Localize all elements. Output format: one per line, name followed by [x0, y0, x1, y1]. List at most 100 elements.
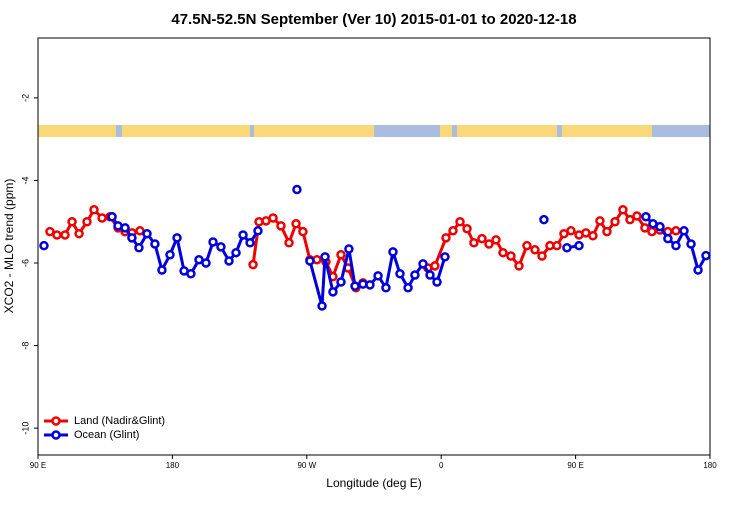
- x-axis-label: Longitude (deg E): [326, 476, 421, 490]
- data-point: [679, 226, 689, 236]
- data-point: [530, 245, 540, 255]
- data-point: [253, 226, 263, 236]
- data-point: [671, 240, 681, 251]
- data-point: [514, 261, 524, 271]
- data-point: [127, 233, 137, 243]
- data-point: [276, 221, 286, 231]
- data-point: [432, 277, 442, 287]
- plot-frame: [37, 37, 711, 456]
- data-point: [395, 268, 405, 279]
- data-point: [157, 265, 167, 275]
- data-point: [45, 226, 55, 237]
- data-point: [552, 240, 562, 251]
- data-point: [298, 226, 308, 237]
- data-point: [344, 244, 354, 254]
- data-point: [671, 226, 681, 236]
- data-point: [701, 250, 711, 261]
- data-point: [418, 259, 428, 269]
- data-point: [440, 252, 450, 262]
- data-point: [441, 233, 451, 243]
- data-point: [506, 251, 516, 261]
- data-point: [107, 212, 117, 222]
- data-point: [641, 212, 651, 222]
- data-point: [588, 231, 598, 241]
- data-point: [410, 270, 420, 280]
- data-point: [231, 247, 241, 258]
- data-point: [142, 228, 152, 239]
- data-point: [562, 242, 572, 253]
- legend-marker: [51, 430, 61, 440]
- data-point: [469, 238, 479, 248]
- data-point: [67, 216, 77, 227]
- data-point: [693, 265, 703, 275]
- legend-label: Ocean (Glint): [74, 429, 139, 441]
- data-point: [284, 238, 294, 248]
- data-point: [455, 216, 465, 227]
- data-point: [663, 233, 673, 244]
- data-point: [186, 268, 196, 279]
- data-point: [491, 235, 501, 245]
- data-point: [39, 240, 49, 251]
- data-point: [97, 213, 107, 223]
- data-point: [320, 252, 330, 262]
- data-point: [216, 242, 226, 252]
- data-point: [89, 205, 99, 215]
- data-point: [539, 214, 549, 225]
- y-tick-label: -8: [20, 342, 30, 350]
- data-point: [640, 223, 650, 233]
- data-point: [224, 256, 234, 266]
- data-point: [610, 216, 620, 227]
- x-tick-label: 90 W: [297, 461, 316, 470]
- data-point: [381, 283, 391, 293]
- data-point: [336, 277, 346, 287]
- data-point: [448, 226, 458, 236]
- data-point: [82, 216, 92, 227]
- data-point: [373, 271, 383, 281]
- data-point: [268, 213, 278, 223]
- data-point: [165, 250, 175, 260]
- data-point: [522, 240, 532, 251]
- data-point: [625, 214, 635, 225]
- y-tick-label: -10: [20, 422, 30, 435]
- data-point: [201, 258, 211, 268]
- y-axis-label: XCO2 - MLO trend (ppm): [2, 179, 16, 314]
- data-point: [317, 301, 327, 311]
- x-tick-label: 90 E: [567, 461, 583, 470]
- data-point: [686, 239, 696, 249]
- data-point: [595, 216, 605, 226]
- data-point: [574, 240, 584, 251]
- data-point: [462, 223, 472, 234]
- y-tick-label: -2: [20, 94, 30, 102]
- x-tick-label: 180: [166, 461, 180, 470]
- y-tick-label: -6: [20, 259, 30, 267]
- data-point: [208, 237, 218, 247]
- data-point: [291, 219, 301, 229]
- data-point: [60, 230, 70, 240]
- data-point: [403, 283, 413, 293]
- data-point: [647, 226, 657, 237]
- data-point: [248, 259, 258, 270]
- data-point: [172, 233, 182, 243]
- chart-title: 47.5N-52.5N September (Ver 10) 2015-01-0…: [171, 11, 576, 28]
- data-point: [365, 280, 375, 290]
- data-point: [537, 251, 547, 261]
- data-point: [498, 247, 508, 258]
- data-point: [245, 238, 255, 248]
- x-tick-label: 90 E: [30, 461, 46, 470]
- data-point: [120, 223, 130, 233]
- data-point: [134, 242, 144, 253]
- data-point: [350, 281, 360, 291]
- data-point: [425, 270, 435, 280]
- y-tick-label: -4: [20, 176, 30, 184]
- data-point: [477, 233, 487, 244]
- data-point: [655, 221, 665, 232]
- x-tick-label: 0: [439, 461, 444, 470]
- data-point: [305, 256, 315, 266]
- data-point: [566, 226, 576, 236]
- data-point: [336, 250, 346, 260]
- data-point: [238, 230, 248, 240]
- data-point: [618, 205, 628, 215]
- data-point: [602, 226, 612, 237]
- data-point: [52, 230, 62, 240]
